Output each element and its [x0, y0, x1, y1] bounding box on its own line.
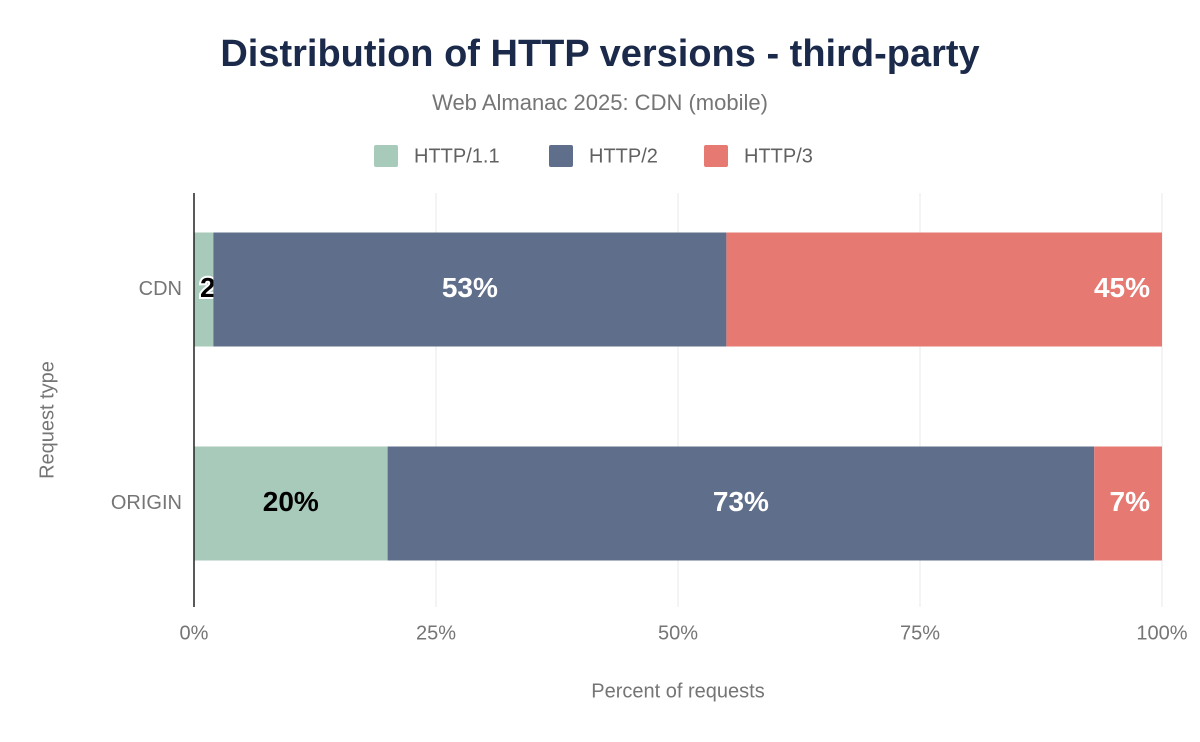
legend-label: HTTP/3: [744, 145, 813, 167]
legend-swatch: [704, 145, 728, 167]
legend-swatch: [549, 145, 573, 167]
bar-segment: [726, 232, 1162, 347]
y-tick-label: ORIGIN: [111, 492, 182, 514]
chart-title: Distribution of HTTP versions - third-pa…: [220, 33, 979, 75]
x-tick-label: 100%: [1136, 622, 1187, 644]
data-label: 45%: [1094, 272, 1150, 303]
data-label: 20%: [263, 486, 319, 517]
y-tick-label: CDN: [139, 278, 182, 300]
y-axis-title: Request type: [36, 361, 58, 479]
legend-label: HTTP/1.1: [414, 145, 500, 167]
bar-segment: [213, 232, 727, 347]
legend-swatch: [374, 145, 398, 167]
legend-label: HTTP/2: [589, 145, 658, 167]
bar-segment: [194, 232, 214, 347]
data-label: 53%: [442, 272, 498, 303]
chart-subtitle: Web Almanac 2025: CDN (mobile): [432, 90, 768, 115]
data-label: 7%: [1110, 486, 1151, 517]
x-tick-label: 50%: [658, 622, 698, 644]
data-label: 73%: [713, 486, 769, 517]
bar-segment: [387, 446, 1095, 561]
x-tick-label: 25%: [416, 622, 456, 644]
x-axis-title: Percent of requests: [591, 680, 764, 702]
x-tick-label: 75%: [900, 622, 940, 644]
bar-segment: [194, 446, 388, 561]
x-tick-label: 0%: [180, 622, 209, 644]
bar-segment: [1094, 446, 1162, 561]
